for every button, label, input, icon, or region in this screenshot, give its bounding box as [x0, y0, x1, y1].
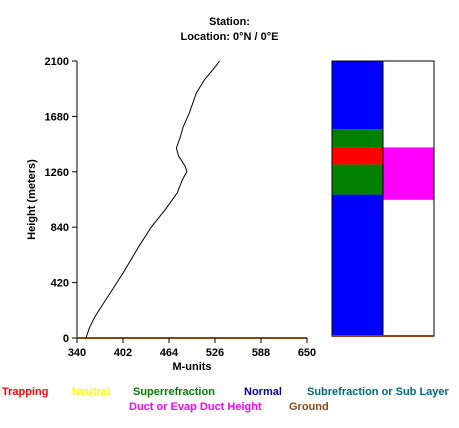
x-tick-label-340: 340	[68, 347, 86, 359]
legend-subrefraction: Subrefraction or Sub Layer	[307, 386, 449, 398]
y-tick-label-0: 0	[63, 333, 69, 345]
y-tick-label-1260: 1260	[45, 167, 69, 179]
m-profile-line-0	[85, 60, 220, 339]
legend-superrefraction: Superrefraction	[133, 386, 215, 398]
legend-duct: Duct or Evap Duct Height	[129, 401, 262, 413]
y-axis-label: Height (meters)	[26, 159, 38, 240]
x-tick-label-402: 402	[114, 347, 132, 359]
x-tick-label-464: 464	[160, 347, 179, 359]
y-tick-label-1680: 1680	[45, 111, 69, 123]
x-axis-label: M-units	[172, 361, 211, 373]
y-tick-label-420: 420	[51, 278, 69, 290]
station-title: Station:	[209, 16, 250, 28]
legend-neutral: Neutral	[72, 386, 110, 398]
legend-normal: Normal	[244, 386, 282, 398]
left-bar-0	[332, 194, 383, 336]
legend-ground: Ground	[289, 401, 329, 413]
left-bar-2	[332, 147, 383, 165]
right-bar-0	[383, 147, 434, 200]
legend-trapping: Trapping	[2, 386, 49, 398]
x-tick-label-526: 526	[206, 347, 224, 359]
y-tick-label-840: 840	[51, 222, 69, 234]
left-bar-4	[332, 61, 383, 130]
left-bar-3	[332, 129, 383, 148]
location-title: Location: 0°N / 0°E	[180, 31, 279, 43]
x-tick-label-588: 588	[252, 347, 270, 359]
y-tick-label-2100: 2100	[45, 56, 69, 68]
x-tick-label-650: 650	[298, 347, 316, 359]
left-bar-1	[332, 164, 383, 195]
